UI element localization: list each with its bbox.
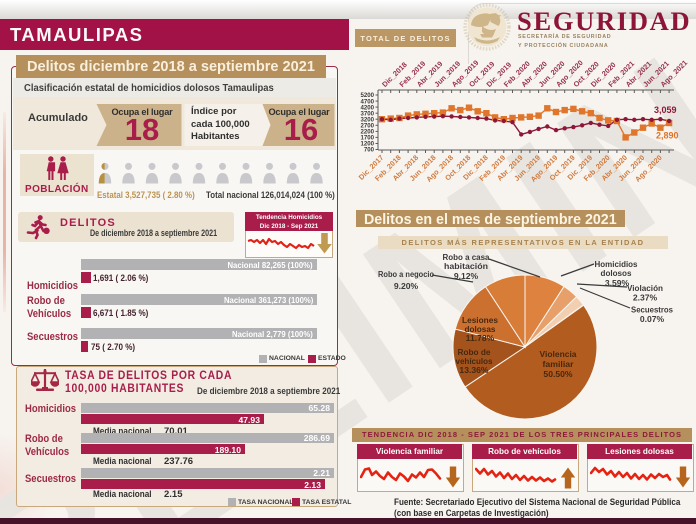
svg-text:3,059: 3,059 <box>654 105 677 115</box>
svg-text:Robo a negocio: Robo a negocio <box>378 269 434 279</box>
svg-text:2700: 2700 <box>360 123 374 130</box>
svg-text:3200: 3200 <box>360 116 374 123</box>
svg-text:3700: 3700 <box>360 110 374 117</box>
svg-text:habitación: habitación <box>444 261 488 271</box>
svg-text:1200: 1200 <box>360 141 374 148</box>
svg-text:2200: 2200 <box>360 129 374 136</box>
svg-text:Violación: Violación <box>627 283 663 293</box>
svg-text:4200: 4200 <box>360 104 374 111</box>
svg-text:2.37%: 2.37% <box>633 293 658 303</box>
svg-text:Homicidios: Homicidios <box>595 259 638 269</box>
svg-text:dolosos: dolosos <box>601 268 632 278</box>
svg-text:1700: 1700 <box>360 135 374 142</box>
svg-text:9.12%: 9.12% <box>454 271 479 281</box>
svg-text:Robo a casa: Robo a casa <box>443 252 490 262</box>
svg-text:Secuestros: Secuestros <box>631 305 673 315</box>
svg-text:11.78%: 11.78% <box>466 333 495 343</box>
svg-text:2,890: 2,890 <box>656 131 679 141</box>
svg-text:4700: 4700 <box>360 98 374 105</box>
svg-text:Lesiones: Lesiones <box>462 315 498 325</box>
svg-text:3.59%: 3.59% <box>605 278 630 288</box>
svg-text:familiar: familiar <box>543 359 575 369</box>
svg-text:13.36%: 13.36% <box>459 365 489 375</box>
svg-text:700: 700 <box>364 147 375 154</box>
svg-text:50.50%: 50.50% <box>543 369 573 379</box>
svg-text:5200: 5200 <box>360 92 374 99</box>
svg-text:vehículos: vehículos <box>456 356 493 366</box>
svg-text:Robo de: Robo de <box>458 347 491 357</box>
svg-text:dolosas: dolosas <box>465 324 496 334</box>
svg-text:0.07%: 0.07% <box>640 314 665 324</box>
svg-text:Violencia: Violencia <box>540 349 577 359</box>
svg-text:9.20%: 9.20% <box>394 281 419 291</box>
